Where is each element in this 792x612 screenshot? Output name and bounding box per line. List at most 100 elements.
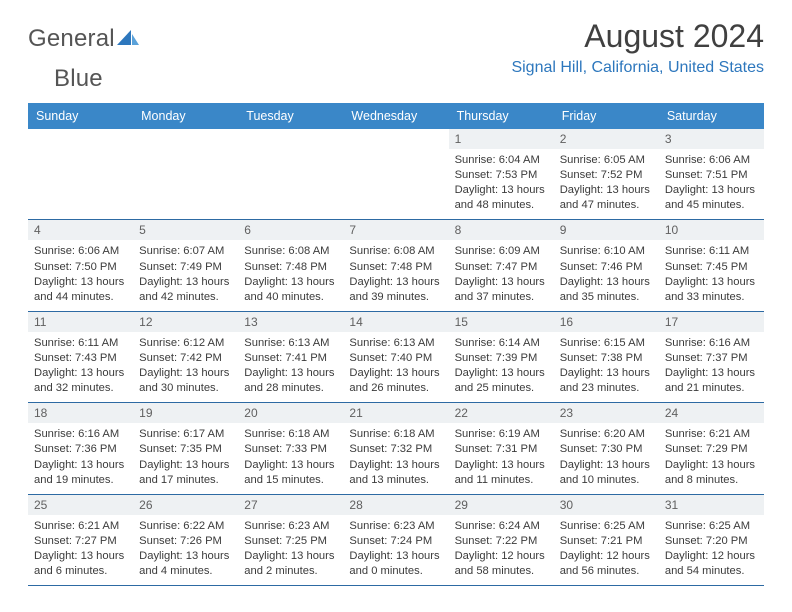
- sunset-line: Sunset: 7:41 PM: [244, 351, 337, 366]
- sunrise-line: Sunrise: 6:25 AM: [665, 519, 758, 534]
- sunset-line: Sunset: 7:39 PM: [455, 351, 548, 366]
- sunset-line: Sunset: 7:52 PM: [560, 168, 653, 183]
- day-info: Sunrise: 6:10 AMSunset: 7:46 PMDaylight:…: [560, 244, 653, 304]
- calendar-day: Sunrise: 6:20 AMSunset: 7:30 PMDaylight:…: [554, 423, 659, 493]
- day-info: Sunrise: 6:08 AMSunset: 7:48 PMDaylight:…: [349, 244, 442, 304]
- weekday-header: Sunday: [28, 103, 133, 129]
- daylight-line: Daylight: 13 hours and 25 minutes.: [455, 366, 548, 396]
- sunset-line: Sunset: 7:42 PM: [139, 351, 232, 366]
- empty-cell: [133, 149, 238, 219]
- day-info: Sunrise: 6:04 AMSunset: 7:53 PMDaylight:…: [455, 153, 548, 213]
- day-number: 13: [238, 312, 343, 332]
- sunset-line: Sunset: 7:20 PM: [665, 534, 758, 549]
- day-info: Sunrise: 6:20 AMSunset: 7:30 PMDaylight:…: [560, 427, 653, 487]
- day-info: Sunrise: 6:21 AMSunset: 7:29 PMDaylight:…: [665, 427, 758, 487]
- day-number: 2: [554, 129, 659, 149]
- sunrise-line: Sunrise: 6:06 AM: [665, 153, 758, 168]
- day-info: Sunrise: 6:12 AMSunset: 7:42 PMDaylight:…: [139, 336, 232, 396]
- day-info: Sunrise: 6:25 AMSunset: 7:21 PMDaylight:…: [560, 519, 653, 579]
- daylight-line: Daylight: 13 hours and 8 minutes.: [665, 458, 758, 488]
- calendar-day: Sunrise: 6:25 AMSunset: 7:20 PMDaylight:…: [659, 515, 764, 585]
- daylight-line: Daylight: 13 hours and 30 minutes.: [139, 366, 232, 396]
- day-info: Sunrise: 6:25 AMSunset: 7:20 PMDaylight:…: [665, 519, 758, 579]
- calendar-day: Sunrise: 6:05 AMSunset: 7:52 PMDaylight:…: [554, 149, 659, 219]
- day-number: 11: [28, 312, 133, 332]
- sunrise-line: Sunrise: 6:23 AM: [349, 519, 442, 534]
- daylight-line: Daylight: 13 hours and 40 minutes.: [244, 275, 337, 305]
- daylight-line: Daylight: 13 hours and 10 minutes.: [560, 458, 653, 488]
- day-number: 7: [343, 220, 448, 240]
- day-number: 14: [343, 312, 448, 332]
- day-number-row: 18192021222324: [28, 403, 764, 423]
- daylight-line: Daylight: 13 hours and 19 minutes.: [34, 458, 127, 488]
- calendar-week: Sunrise: 6:16 AMSunset: 7:36 PMDaylight:…: [28, 423, 764, 494]
- day-number: 12: [133, 312, 238, 332]
- sunset-line: Sunset: 7:48 PM: [244, 260, 337, 275]
- brand-sail-icon: [117, 30, 139, 53]
- calendar-day: Sunrise: 6:13 AMSunset: 7:40 PMDaylight:…: [343, 332, 448, 402]
- sunrise-line: Sunrise: 6:13 AM: [349, 336, 442, 351]
- month-title: August 2024: [511, 18, 764, 55]
- sunrise-line: Sunrise: 6:20 AM: [560, 427, 653, 442]
- day-info: Sunrise: 6:08 AMSunset: 7:48 PMDaylight:…: [244, 244, 337, 304]
- sunrise-line: Sunrise: 6:22 AM: [139, 519, 232, 534]
- daylight-line: Daylight: 13 hours and 44 minutes.: [34, 275, 127, 305]
- sunset-line: Sunset: 7:35 PM: [139, 442, 232, 457]
- calendar-day: Sunrise: 6:13 AMSunset: 7:41 PMDaylight:…: [238, 332, 343, 402]
- day-number: 23: [554, 403, 659, 423]
- day-number: 22: [449, 403, 554, 423]
- calendar-day: Sunrise: 6:17 AMSunset: 7:35 PMDaylight:…: [133, 423, 238, 493]
- calendar-day: Sunrise: 6:11 AMSunset: 7:43 PMDaylight:…: [28, 332, 133, 402]
- empty-cell: [238, 129, 343, 149]
- brand-word-2: Blue: [54, 65, 103, 92]
- day-number: 18: [28, 403, 133, 423]
- day-info: Sunrise: 6:23 AMSunset: 7:24 PMDaylight:…: [349, 519, 442, 579]
- calendar-day: Sunrise: 6:09 AMSunset: 7:47 PMDaylight:…: [449, 240, 554, 310]
- sunrise-line: Sunrise: 6:07 AM: [139, 244, 232, 259]
- day-number: 3: [659, 129, 764, 149]
- day-info: Sunrise: 6:23 AMSunset: 7:25 PMDaylight:…: [244, 519, 337, 579]
- sunset-line: Sunset: 7:37 PM: [665, 351, 758, 366]
- calendar-week: Sunrise: 6:21 AMSunset: 7:27 PMDaylight:…: [28, 515, 764, 586]
- calendar-day: Sunrise: 6:04 AMSunset: 7:53 PMDaylight:…: [449, 149, 554, 219]
- sunset-line: Sunset: 7:26 PM: [139, 534, 232, 549]
- day-info: Sunrise: 6:11 AMSunset: 7:45 PMDaylight:…: [665, 244, 758, 304]
- calendar-day: Sunrise: 6:22 AMSunset: 7:26 PMDaylight:…: [133, 515, 238, 585]
- daylight-line: Daylight: 13 hours and 48 minutes.: [455, 183, 548, 213]
- calendar-day: Sunrise: 6:06 AMSunset: 7:51 PMDaylight:…: [659, 149, 764, 219]
- day-number: 15: [449, 312, 554, 332]
- sunset-line: Sunset: 7:29 PM: [665, 442, 758, 457]
- calendar-day: Sunrise: 6:18 AMSunset: 7:33 PMDaylight:…: [238, 423, 343, 493]
- calendar-week: Sunrise: 6:06 AMSunset: 7:50 PMDaylight:…: [28, 240, 764, 311]
- sunrise-line: Sunrise: 6:16 AM: [665, 336, 758, 351]
- day-info: Sunrise: 6:15 AMSunset: 7:38 PMDaylight:…: [560, 336, 653, 396]
- day-number: 21: [343, 403, 448, 423]
- calendar-day: Sunrise: 6:10 AMSunset: 7:46 PMDaylight:…: [554, 240, 659, 310]
- weekday-header: Tuesday: [238, 103, 343, 129]
- day-number: 9: [554, 220, 659, 240]
- daylight-line: Daylight: 13 hours and 6 minutes.: [34, 549, 127, 579]
- calendar-day: Sunrise: 6:07 AMSunset: 7:49 PMDaylight:…: [133, 240, 238, 310]
- sunrise-line: Sunrise: 6:08 AM: [244, 244, 337, 259]
- sunset-line: Sunset: 7:43 PM: [34, 351, 127, 366]
- sunrise-line: Sunrise: 6:16 AM: [34, 427, 127, 442]
- daylight-line: Daylight: 13 hours and 37 minutes.: [455, 275, 548, 305]
- sunset-line: Sunset: 7:46 PM: [560, 260, 653, 275]
- calendar-day: Sunrise: 6:06 AMSunset: 7:50 PMDaylight:…: [28, 240, 133, 310]
- brand-logo: General: [28, 24, 139, 53]
- sunrise-line: Sunrise: 6:15 AM: [560, 336, 653, 351]
- sunset-line: Sunset: 7:40 PM: [349, 351, 442, 366]
- calendar-day: Sunrise: 6:16 AMSunset: 7:36 PMDaylight:…: [28, 423, 133, 493]
- empty-cell: [343, 129, 448, 149]
- sunset-line: Sunset: 7:27 PM: [34, 534, 127, 549]
- day-info: Sunrise: 6:11 AMSunset: 7:43 PMDaylight:…: [34, 336, 127, 396]
- daylight-line: Daylight: 13 hours and 0 minutes.: [349, 549, 442, 579]
- empty-cell: [28, 129, 133, 149]
- sunset-line: Sunset: 7:47 PM: [455, 260, 548, 275]
- sunrise-line: Sunrise: 6:11 AM: [34, 336, 127, 351]
- daylight-line: Daylight: 13 hours and 17 minutes.: [139, 458, 232, 488]
- day-info: Sunrise: 6:22 AMSunset: 7:26 PMDaylight:…: [139, 519, 232, 579]
- sunset-line: Sunset: 7:30 PM: [560, 442, 653, 457]
- sunset-line: Sunset: 7:24 PM: [349, 534, 442, 549]
- sunset-line: Sunset: 7:32 PM: [349, 442, 442, 457]
